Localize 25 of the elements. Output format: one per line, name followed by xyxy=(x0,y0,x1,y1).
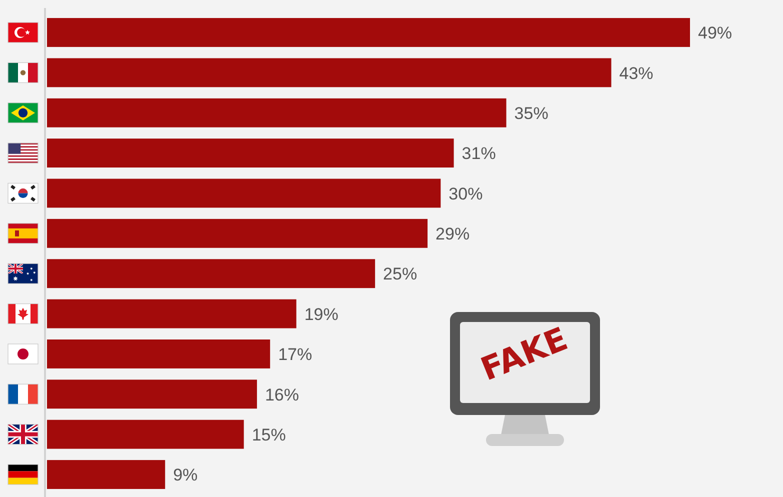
data-label: 35% xyxy=(514,104,548,123)
bar xyxy=(47,138,454,168)
bar xyxy=(47,58,612,88)
bar xyxy=(47,218,428,248)
bar xyxy=(47,420,244,449)
data-label: 25% xyxy=(383,264,418,284)
data-label: 31% xyxy=(462,144,496,164)
bar xyxy=(47,460,166,489)
bar xyxy=(47,98,506,128)
bar xyxy=(47,380,257,409)
bar xyxy=(47,299,296,328)
data-label: 29% xyxy=(436,224,470,244)
data-label: 19% xyxy=(304,304,338,324)
annotation: FAKE xyxy=(475,320,573,388)
data-label: 30% xyxy=(448,184,483,204)
data-label: 17% xyxy=(278,345,312,364)
bar xyxy=(47,339,270,368)
bar xyxy=(47,18,690,47)
data-label: 49% xyxy=(698,24,732,43)
data-label: 15% xyxy=(252,425,286,444)
bar xyxy=(47,178,441,208)
data-label: 9% xyxy=(173,466,198,485)
data-label: 16% xyxy=(264,385,299,404)
data-label: 43% xyxy=(619,64,654,83)
bar xyxy=(47,259,376,288)
